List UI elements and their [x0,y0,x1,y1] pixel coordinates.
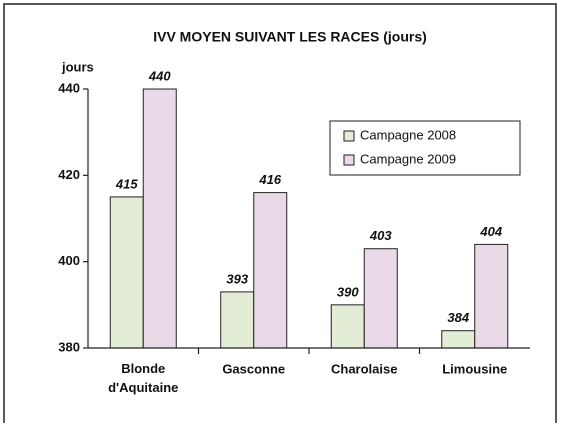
legend-label: Campagne 2009 [360,151,456,166]
data-label: 390 [337,284,359,299]
bar [363,248,398,349]
x-tick-label: Gasconne [222,361,285,376]
legend-swatch [343,130,355,142]
data-label: 403 [369,228,392,243]
y-tick-label: 400 [58,253,80,268]
bar [441,330,476,349]
bar [220,291,255,349]
y-axis-label: jours [61,59,94,74]
legend-swatch [343,154,355,166]
legend [329,120,521,176]
data-label: 415 [115,176,138,191]
x-tick-label: Limousine [442,361,507,376]
bar [109,196,144,349]
bar [253,192,288,349]
x-tick-label: Blonde d'Aquitaine [108,361,178,395]
data-label: 440 [148,68,171,83]
bar [474,243,509,349]
y-tick-label: 380 [58,339,80,354]
y-tick-label: 420 [58,167,80,182]
data-label: 393 [226,271,248,286]
data-label: 416 [258,172,281,187]
data-label: 384 [447,310,469,325]
legend-label: Campagne 2008 [360,127,456,142]
data-label: 404 [479,224,502,239]
x-tick-label: Charolaise [331,361,397,376]
bar [330,304,365,349]
bar [142,88,177,349]
y-tick-label: 440 [58,80,80,95]
chart-title: IVV MOYEN SUIVANT LES RACES (jours) [153,29,427,45]
